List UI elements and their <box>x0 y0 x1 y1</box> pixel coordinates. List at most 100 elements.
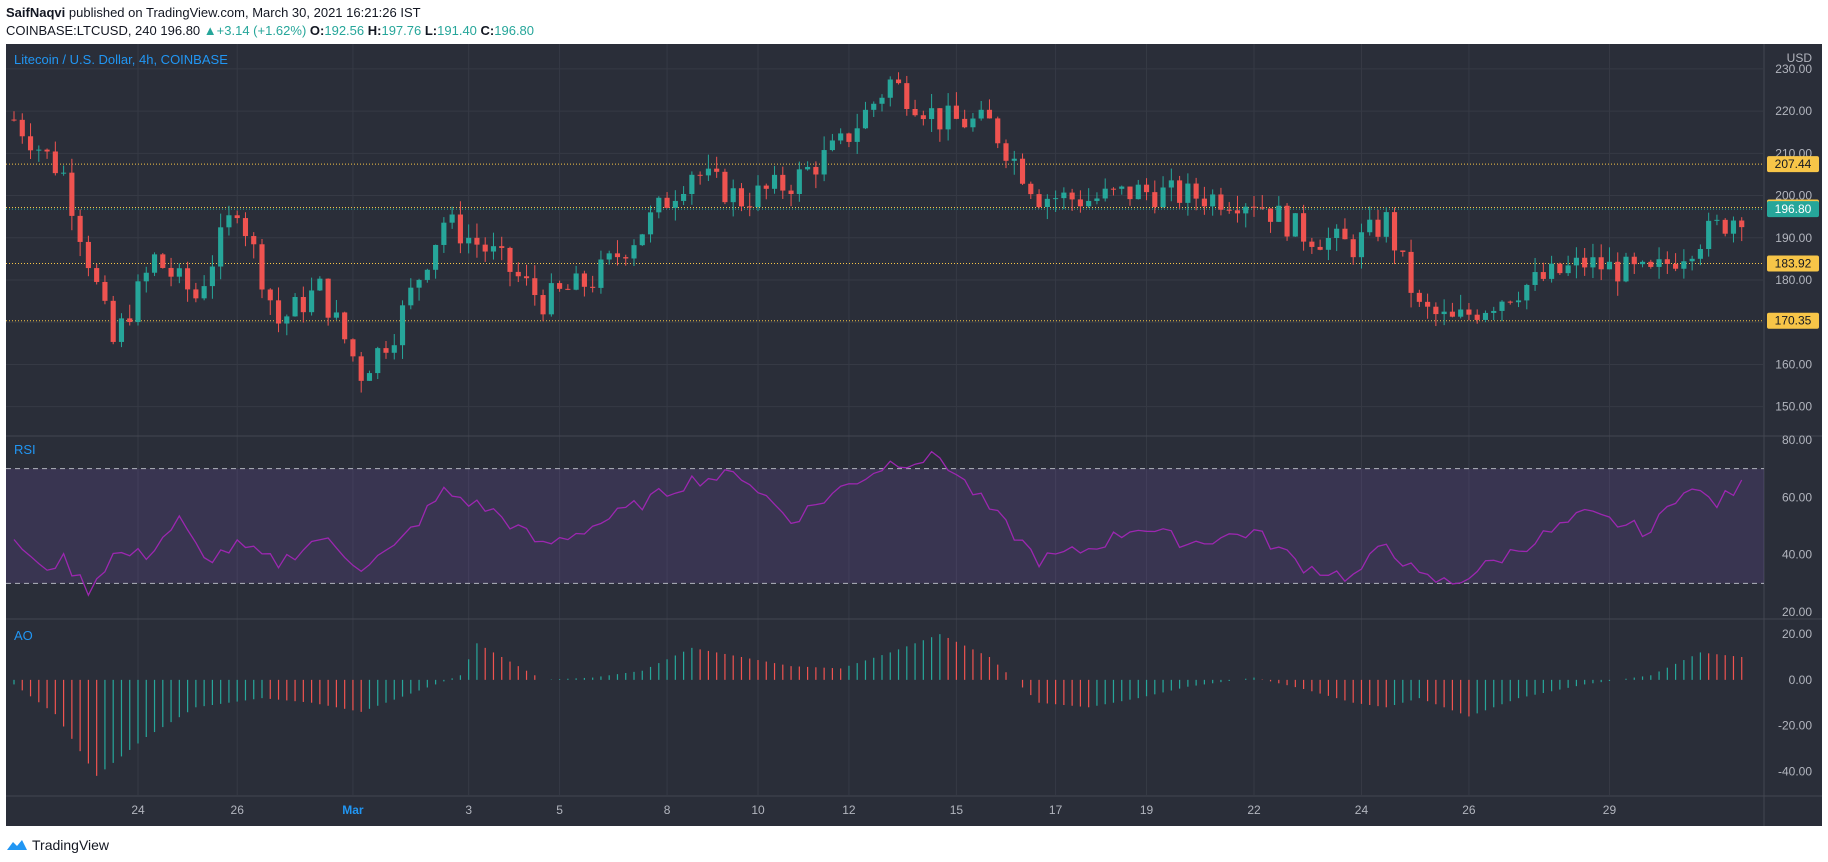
rsi-tick-label: 80.00 <box>1782 433 1812 447</box>
candle-body <box>1193 183 1199 199</box>
candle-body <box>904 83 910 109</box>
candle-body <box>185 268 191 290</box>
candle-body <box>1334 228 1340 239</box>
ohlc-line: COINBASE:LTCUSD, 240 196.80 ▲+3.14 (+1.6… <box>6 22 534 40</box>
candle-body <box>672 200 678 208</box>
candle-body <box>1623 256 1629 282</box>
ao-pane[interactable] <box>13 634 1743 776</box>
candle-body <box>1524 284 1530 301</box>
currency-label: USD <box>1787 51 1813 65</box>
candle-body <box>168 267 174 277</box>
candle-body <box>226 215 232 228</box>
candle-body <box>1714 219 1720 221</box>
candle-body <box>755 185 761 208</box>
rsi-tick-label: 60.00 <box>1782 490 1812 504</box>
candle-body <box>1061 192 1067 199</box>
candle-body <box>474 237 480 245</box>
candle-body <box>375 348 381 374</box>
candle-body <box>424 269 430 280</box>
last-price-tag <box>1767 201 1819 218</box>
candle-body <box>614 253 621 258</box>
price-pane[interactable] <box>6 72 1764 393</box>
candle-body <box>19 119 25 137</box>
candle-body <box>317 278 323 291</box>
close-label: C: <box>480 23 495 38</box>
change-value: +3.14 (+1.62%) <box>216 23 307 38</box>
candle-body <box>813 166 819 175</box>
candle-body <box>1491 310 1497 313</box>
candle-body <box>1226 209 1232 211</box>
candle-body <box>1433 306 1439 315</box>
candle-body <box>1358 232 1365 258</box>
candle-body <box>1292 213 1298 237</box>
candle-body <box>1565 265 1571 274</box>
candle-body <box>1011 158 1017 161</box>
candle-body <box>623 257 629 259</box>
candle-body <box>1458 309 1464 317</box>
candle-body <box>251 236 257 245</box>
candle-body <box>1441 311 1447 315</box>
footer-brand[interactable]: TradingView <box>6 834 109 856</box>
candle-body <box>36 149 42 151</box>
candle-body <box>722 171 728 203</box>
candle-body <box>1086 200 1092 207</box>
candle-body <box>1234 210 1241 214</box>
candle-body <box>350 339 356 357</box>
candle-body <box>1681 261 1687 269</box>
rsi-pane[interactable] <box>6 450 1764 597</box>
publisher-line: SaifNaqvi published on TradingView.com, … <box>6 4 534 22</box>
rsi-band <box>6 468 1764 584</box>
candle-body <box>1400 250 1406 252</box>
candle-body <box>11 119 17 121</box>
candle-body <box>557 283 563 289</box>
candle-body <box>1507 301 1513 303</box>
grid-layer <box>6 44 1822 826</box>
candle-body <box>1590 257 1596 268</box>
candle-body <box>664 197 670 208</box>
candle-body <box>1722 219 1728 234</box>
ao-tick-label: 20.00 <box>1782 627 1812 641</box>
level-tag-label: 170.35 <box>1775 314 1812 328</box>
candle-body <box>482 244 488 252</box>
candle-body <box>1739 220 1745 228</box>
tradingview-logo-icon <box>7 840 27 850</box>
candle-body <box>85 241 91 269</box>
up-arrow-icon: ▲ <box>203 23 217 38</box>
open-value: 192.56 <box>324 23 365 38</box>
candle-body <box>1656 259 1662 267</box>
candle-body <box>681 193 687 201</box>
last-price-tag-label: 196.80 <box>1775 202 1812 216</box>
candle-body <box>1119 186 1125 189</box>
candle-body <box>1615 261 1621 282</box>
candle-body <box>796 169 802 195</box>
candle-body <box>325 278 331 318</box>
candle-body <box>416 279 422 288</box>
candle-body <box>449 214 455 223</box>
candle-body <box>333 312 339 318</box>
candle-body <box>135 281 141 322</box>
candle-body <box>383 348 389 353</box>
candle-body <box>399 305 406 346</box>
candle-body <box>788 190 794 195</box>
x-tick-label: 15 <box>950 803 964 817</box>
x-tick-label: 19 <box>1140 803 1154 817</box>
candle-body <box>1094 198 1100 201</box>
candle-body <box>953 105 959 119</box>
price-tick-label: 180.00 <box>1775 273 1812 287</box>
level-tag-label: 183.92 <box>1775 256 1812 270</box>
author-name[interactable]: SaifNaqvi <box>6 5 66 20</box>
candle-body <box>69 172 75 216</box>
candle-body <box>1425 301 1431 307</box>
x-tick-label: 26 <box>1462 803 1476 817</box>
candle-body <box>598 259 604 288</box>
candle-body <box>267 289 273 301</box>
candle-body <box>61 172 67 174</box>
candle-body <box>1549 263 1555 279</box>
candle-body <box>234 215 240 219</box>
chart-title: Litecoin / U.S. Dollar, 4h, COINBASE <box>14 52 228 67</box>
candle-body <box>697 174 703 176</box>
candle-body <box>1267 208 1274 222</box>
candle-body <box>102 281 108 301</box>
x-tick-label: 5 <box>556 803 563 817</box>
